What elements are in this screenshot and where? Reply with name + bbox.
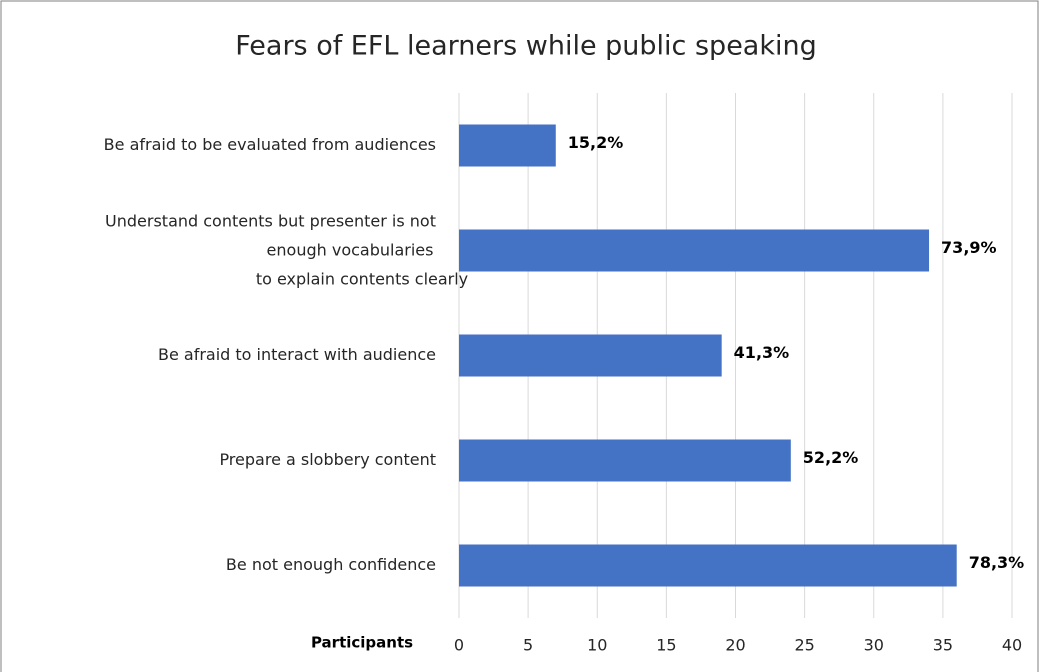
bar (459, 544, 957, 587)
x-tick-label: 10 (587, 636, 607, 655)
x-axis-label: Participants (311, 634, 413, 652)
bar (459, 124, 556, 167)
x-tick-label: 20 (725, 636, 745, 655)
x-tick-label: 5 (523, 636, 533, 655)
data-label: 52,2% (803, 448, 859, 467)
x-tick-label: 35 (933, 636, 953, 655)
y-tick-label: Prepare a slobbery content (219, 450, 436, 469)
data-label: 15,2% (568, 133, 624, 152)
data-label: 78,3% (969, 553, 1025, 572)
x-tick-label: 40 (1002, 636, 1022, 655)
bar (459, 439, 791, 482)
x-tick-label: 30 (864, 636, 884, 655)
y-tick-label: Be not enough confidence (226, 555, 436, 574)
x-tick-label: 25 (794, 636, 814, 655)
x-tick-label: 0 (454, 636, 464, 655)
y-tick-label: Be afraid to interact with audience (158, 345, 436, 364)
y-tick-label: Be afraid to be evaluated from audiences (104, 135, 436, 154)
y-tick-label: Understand contents but presenter is not… (105, 211, 468, 288)
data-label: 41,3% (734, 343, 790, 362)
chart-title: Fears of EFL learners while public speak… (235, 31, 817, 62)
x-tick-label: 15 (656, 636, 676, 655)
bar (459, 334, 722, 377)
data-label: 73,9% (941, 238, 997, 257)
bar (459, 229, 930, 272)
